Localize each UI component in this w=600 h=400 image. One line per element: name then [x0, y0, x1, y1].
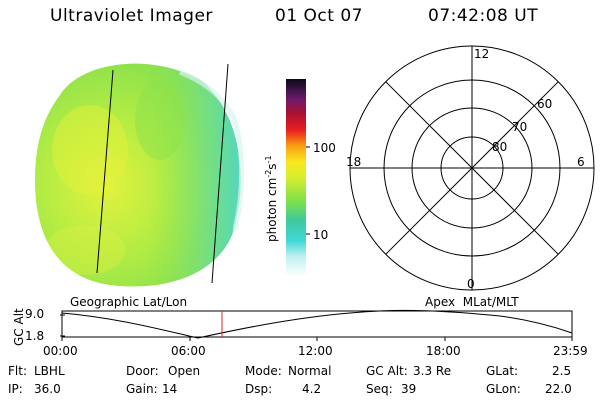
apex-mlat-mlt-title: Apex MLat/MLT	[425, 295, 519, 309]
door-value: Open	[168, 364, 201, 378]
filter-label: Flt:	[8, 364, 27, 378]
glat-value: 2.5	[552, 364, 572, 378]
x-tick-0000: 00:00	[43, 344, 78, 358]
uv-earth-disk-image	[35, 63, 245, 287]
x-tick-2359: 23:59	[553, 344, 588, 358]
unit-photon-cm: photon cm	[265, 177, 279, 242]
geographic-latlon-title: Geographic Lat/Lon	[70, 295, 188, 309]
colorbar-tick-10: 10	[313, 228, 329, 242]
ip-label: IP:	[8, 382, 23, 396]
seq-label: Seq:	[366, 382, 393, 396]
orbit-altitude-timeline	[60, 309, 573, 341]
unit-exp-1: -2	[264, 169, 273, 178]
seq-value: 39	[401, 382, 417, 396]
colorbar-tick-100: 100	[313, 141, 336, 155]
gc-alt-axis-label: GC Alt	[12, 308, 26, 346]
mlt-label-6: 6	[577, 155, 585, 169]
mode-label: Mode:	[245, 364, 282, 378]
mlt-label-12: 12	[474, 47, 490, 61]
gc-alt-label: GC Alt:	[366, 364, 408, 378]
mlt-label-0: 0	[467, 277, 475, 291]
x-tick-1200: 12:00	[298, 344, 333, 358]
glon-label: GLon:	[486, 382, 521, 396]
mlat-label-70: 70	[512, 120, 528, 134]
color-scale-bar	[286, 79, 310, 276]
gain-label: Gain:	[126, 382, 158, 396]
geographic-meridian-line	[96, 69, 114, 274]
x-tick-1800: 18:00	[426, 344, 461, 358]
dsp-label: Dsp:	[245, 382, 273, 396]
geographic-meridian-line	[211, 63, 229, 284]
dsp-value: 4.2	[302, 382, 322, 396]
image-date: 01 Oct 07	[275, 6, 363, 26]
gc-alt-value: 3.3 Re	[413, 364, 452, 378]
mlat-label-80: 80	[492, 140, 508, 154]
polar-mlt-plot	[349, 45, 595, 291]
x-tick-0600: 06:00	[171, 344, 206, 358]
door-label: Door:	[126, 364, 159, 378]
glat-label: GLat:	[486, 364, 519, 378]
unit-exp-2: -1	[264, 155, 273, 164]
colorbar-unit-label: photon cm-2s-1	[264, 155, 279, 242]
unit-s: s	[265, 163, 279, 170]
instrument-title: Ultraviolet Imager	[50, 6, 213, 26]
ip-value: 36.0	[34, 382, 61, 396]
mode-value: Normal	[288, 364, 332, 378]
gain-value: 14	[162, 382, 178, 396]
glon-value: 22.0	[545, 382, 572, 396]
image-time: 07:42:08 UT	[428, 6, 539, 26]
y-tick-1-8: 1.8	[25, 329, 45, 343]
filter-value: LBHL	[34, 364, 65, 378]
y-tick-9: 9.0	[25, 307, 45, 321]
mlt-label-18: 18	[346, 155, 362, 169]
mlat-label-60: 60	[537, 97, 553, 111]
